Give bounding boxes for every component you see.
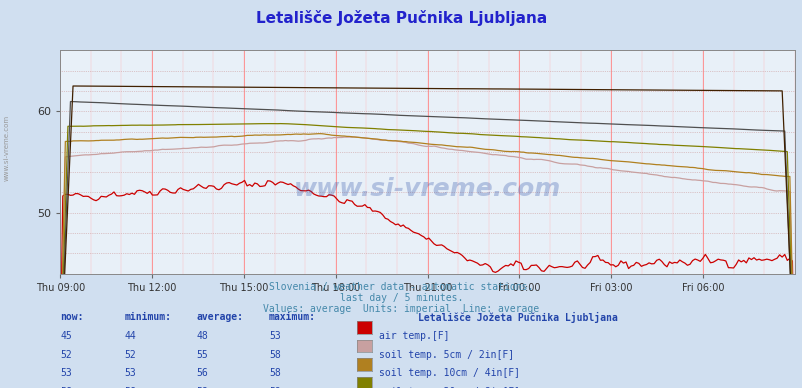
Text: 55: 55 <box>196 350 209 360</box>
Text: air temp.[F]: air temp.[F] <box>379 331 449 341</box>
Text: average:: average: <box>196 312 244 322</box>
Text: 53: 53 <box>269 331 281 341</box>
Text: Slovenia / weather data - automatic stations.: Slovenia / weather data - automatic stat… <box>269 282 533 292</box>
Text: 58: 58 <box>196 387 209 388</box>
Text: www.si-vreme.com: www.si-vreme.com <box>3 114 10 180</box>
Text: last day / 5 minutes.: last day / 5 minutes. <box>339 293 463 303</box>
Text: 53: 53 <box>124 368 136 378</box>
Text: 58: 58 <box>269 368 281 378</box>
Text: Letališče Jožeta Pučnika Ljubljana: Letališče Jožeta Pučnika Ljubljana <box>417 312 617 323</box>
Text: 53: 53 <box>60 368 72 378</box>
Text: 44: 44 <box>124 331 136 341</box>
Text: minimum:: minimum: <box>124 312 172 322</box>
Text: Values: average  Units: imperial  Line: average: Values: average Units: imperial Line: av… <box>263 304 539 314</box>
Text: soil temp. 20cm / 8in[F]: soil temp. 20cm / 8in[F] <box>379 387 520 388</box>
Text: soil temp. 10cm / 4in[F]: soil temp. 10cm / 4in[F] <box>379 368 520 378</box>
Text: 52: 52 <box>124 350 136 360</box>
Text: Letališče Jožeta Pučnika Ljubljana: Letališče Jožeta Pučnika Ljubljana <box>256 10 546 26</box>
Text: 45: 45 <box>60 331 72 341</box>
Text: soil temp. 5cm / 2in[F]: soil temp. 5cm / 2in[F] <box>379 350 513 360</box>
Text: maximum:: maximum: <box>269 312 316 322</box>
Text: now:: now: <box>60 312 83 322</box>
Text: 52: 52 <box>60 350 72 360</box>
Text: 56: 56 <box>124 387 136 388</box>
Text: 59: 59 <box>269 387 281 388</box>
Text: www.si-vreme.com: www.si-vreme.com <box>294 177 561 201</box>
Text: 56: 56 <box>196 368 209 378</box>
Text: 48: 48 <box>196 331 209 341</box>
Text: 58: 58 <box>269 350 281 360</box>
Text: 56: 56 <box>60 387 72 388</box>
